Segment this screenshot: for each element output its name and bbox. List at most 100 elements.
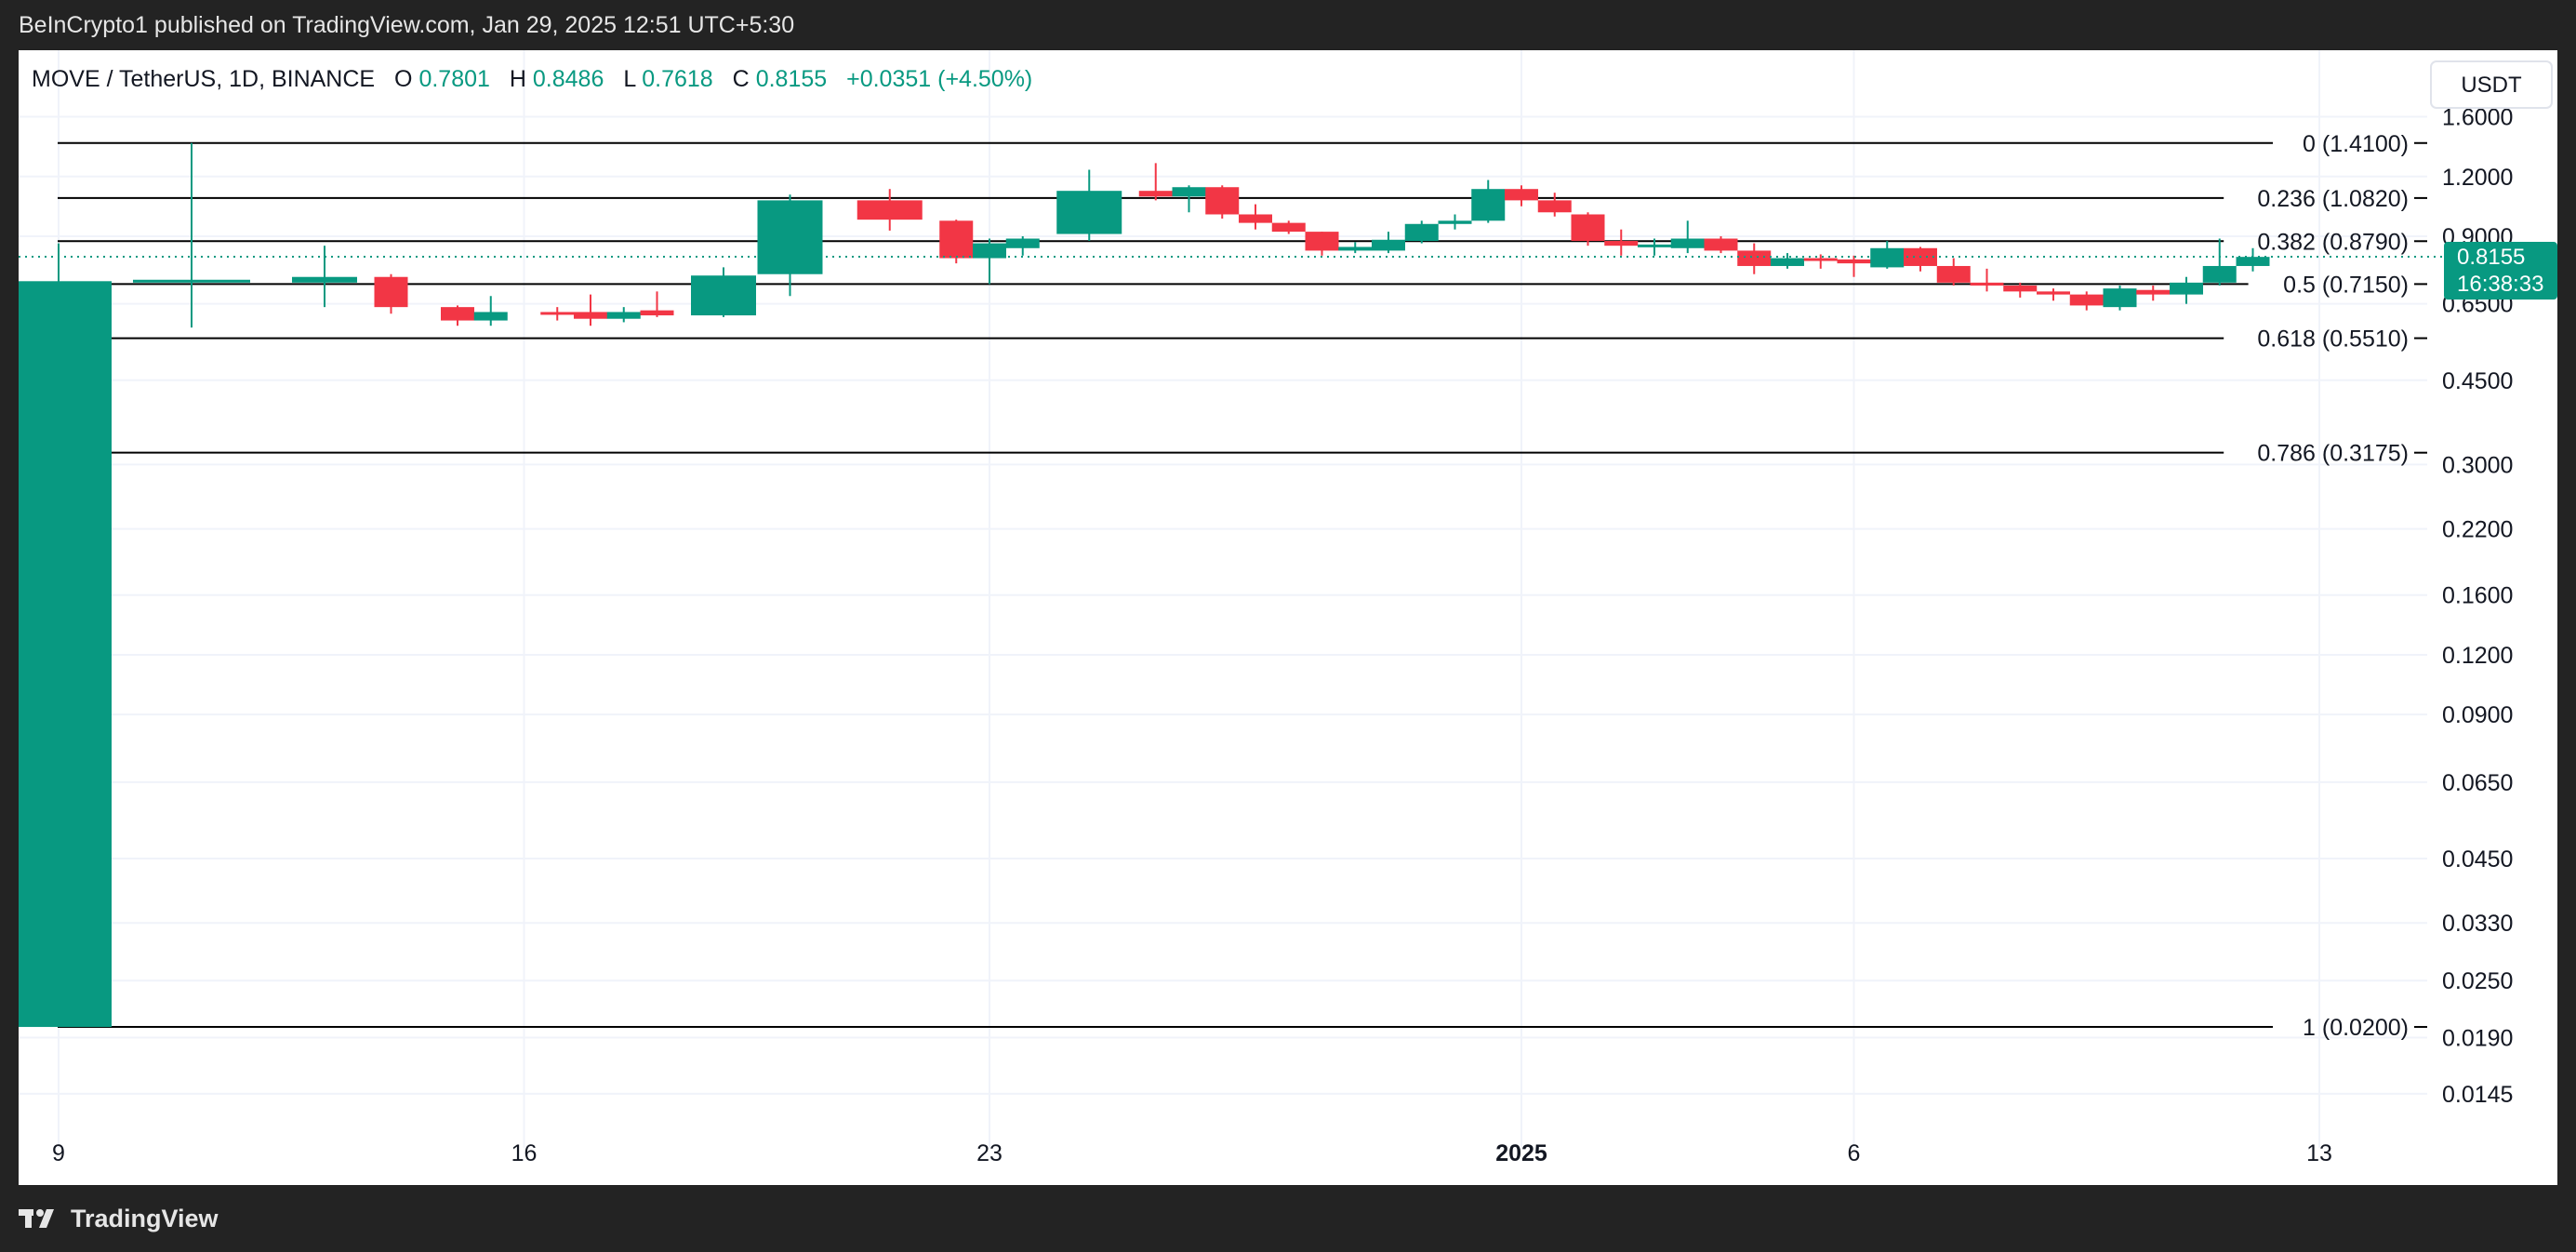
candle-35 <box>1737 243 1772 274</box>
candle-body-21 <box>1271 222 1306 233</box>
candle-body-45 <box>2069 294 2104 306</box>
candle-body-17 <box>1138 191 1173 197</box>
candle-body-35 <box>1737 250 1772 266</box>
y-tick-label-11: 0.0450 <box>2442 846 2513 872</box>
candle-44 <box>2037 288 2070 301</box>
candle-17 <box>1138 163 1173 201</box>
candle-12 <box>856 189 923 231</box>
candle-10 <box>691 267 756 317</box>
x-tick-label-2: 23 <box>976 1140 1003 1166</box>
fibonacci-retracement[interactable]: 0 (1.4100) 0.236 (1.0820) 0.382 (0.8790) 0.… <box>58 131 2427 1041</box>
candle-15 <box>1005 236 1040 256</box>
tradingview-logo-icon <box>19 1209 54 1228</box>
candle-50 <box>2236 247 2270 272</box>
candle-body-32 <box>1638 244 1671 247</box>
price-tag-background <box>2444 242 2557 300</box>
candle-body-39 <box>1870 247 1905 268</box>
legend-high-value: 0.8486 <box>533 66 604 92</box>
candle-9 <box>640 291 674 317</box>
candle-2 <box>292 246 357 308</box>
price-chart[interactable]: 0 (1.4100) 0.236 (1.0820) 0.382 (0.8790) 0.… <box>19 50 2557 1185</box>
candle-4 <box>441 305 474 326</box>
candle-body-11 <box>757 200 823 274</box>
fib-label-0.618: 0.618 (0.5510) <box>2257 326 2409 353</box>
x-tick-label-5: 13 <box>2306 1140 2332 1166</box>
candle-body-28 <box>1505 189 1538 201</box>
x-tick-label-4: 6 <box>1848 1140 1861 1166</box>
candle-body-7 <box>574 312 607 319</box>
candle-40 <box>1904 246 1937 272</box>
candle-23 <box>1338 242 1373 254</box>
candle-48 <box>2170 276 2203 304</box>
candle-body-18 <box>1172 187 1206 197</box>
legend-open-label: O <box>394 66 412 92</box>
candle-body-6 <box>540 312 575 315</box>
y-tick-label-8: 0.1200 <box>2442 643 2513 669</box>
candle-22 <box>1305 232 1339 256</box>
candle-47 <box>2136 285 2171 301</box>
legend-close-value: 0.8155 <box>756 66 827 92</box>
candle-37 <box>1803 254 1838 269</box>
chart-panel[interactable]: 0 (1.4100) 0.236 (1.0820) 0.382 (0.8790) 0.… <box>19 50 2557 1185</box>
price-tag: 0.8155 16:38:33 <box>2444 242 2557 300</box>
candle-41 <box>1936 258 1971 286</box>
candle-body-26 <box>1438 220 1472 224</box>
y-tick-label-5: 0.3000 <box>2442 452 2513 478</box>
candle-46 <box>2103 285 2137 311</box>
candle-body-14 <box>973 243 1006 259</box>
candle-19 <box>1205 185 1240 220</box>
candle-body-46 <box>2103 288 2137 308</box>
y-tick-label-4: 0.4500 <box>2442 368 2513 394</box>
legend-close-label: C <box>733 66 750 92</box>
candle-42 <box>1970 268 2004 292</box>
chart-grid <box>19 50 2427 1148</box>
candle-body-19 <box>1205 187 1240 215</box>
currency-label[interactable]: USDT <box>2461 73 2522 98</box>
time-axis[interactable]: 9162320256132027Feb <box>52 1140 2557 1166</box>
candle-3 <box>374 273 408 314</box>
candle-body-25 <box>1404 223 1439 242</box>
candle-body-31 <box>1604 241 1639 246</box>
candle-8 <box>606 307 641 323</box>
y-tick-label-15: 0.0145 <box>2442 1082 2513 1108</box>
candle-body-9 <box>640 310 674 316</box>
candlestick-series <box>19 142 2270 1028</box>
candle-body-4 <box>441 307 474 321</box>
candle-30 <box>1571 212 1605 246</box>
candle-7 <box>574 294 607 326</box>
candle-34 <box>1704 236 1738 254</box>
x-tick-label-1: 16 <box>511 1140 538 1166</box>
candle-body-33 <box>1670 238 1705 248</box>
legend-low-value: 0.7618 <box>642 66 712 92</box>
candle-body-12 <box>856 200 923 220</box>
candle-25 <box>1404 220 1439 244</box>
price-tag-countdown: 16:38:33 <box>2457 272 2543 297</box>
candle-body-0 <box>19 281 112 1028</box>
candle-21 <box>1271 220 1306 234</box>
candle-body-48 <box>2170 282 2203 295</box>
candle-27 <box>1471 180 1506 223</box>
candle-body-29 <box>1537 200 1572 213</box>
tradingview-brand[interactable]: TradingView <box>19 1185 219 1252</box>
candle-6 <box>540 307 575 321</box>
candle-body-37 <box>1803 258 1838 261</box>
candle-body-10 <box>691 275 756 316</box>
candle-11 <box>757 194 823 297</box>
candle-33 <box>1670 220 1705 254</box>
y-tick-label-12: 0.0330 <box>2442 911 2513 937</box>
candle-14 <box>973 238 1006 285</box>
candle-20 <box>1239 204 1272 230</box>
fib-label-0.5: 0.5 (0.7150) <box>2283 272 2409 298</box>
candle-26 <box>1438 214 1472 230</box>
currency-button-frame[interactable] <box>2430 60 2553 109</box>
candle-body-23 <box>1338 246 1373 251</box>
legend-high-label: H <box>510 66 526 92</box>
legend-row: MOVE / TetherUS, 1D, BINANCE O 0.7801 H … <box>32 66 1032 92</box>
fib-label-0: 0 (1.4100) <box>2303 131 2409 157</box>
currency-button[interactable]: USDT <box>2430 60 2553 109</box>
price-tag-value: 0.8155 <box>2457 245 2525 270</box>
y-tick-label-7: 0.1600 <box>2442 583 2513 609</box>
fib-label-0.786: 0.786 (0.3175) <box>2257 441 2409 467</box>
fib-label-0.236: 0.236 (1.0820) <box>2257 186 2409 212</box>
candle-body-24 <box>1372 239 1405 251</box>
